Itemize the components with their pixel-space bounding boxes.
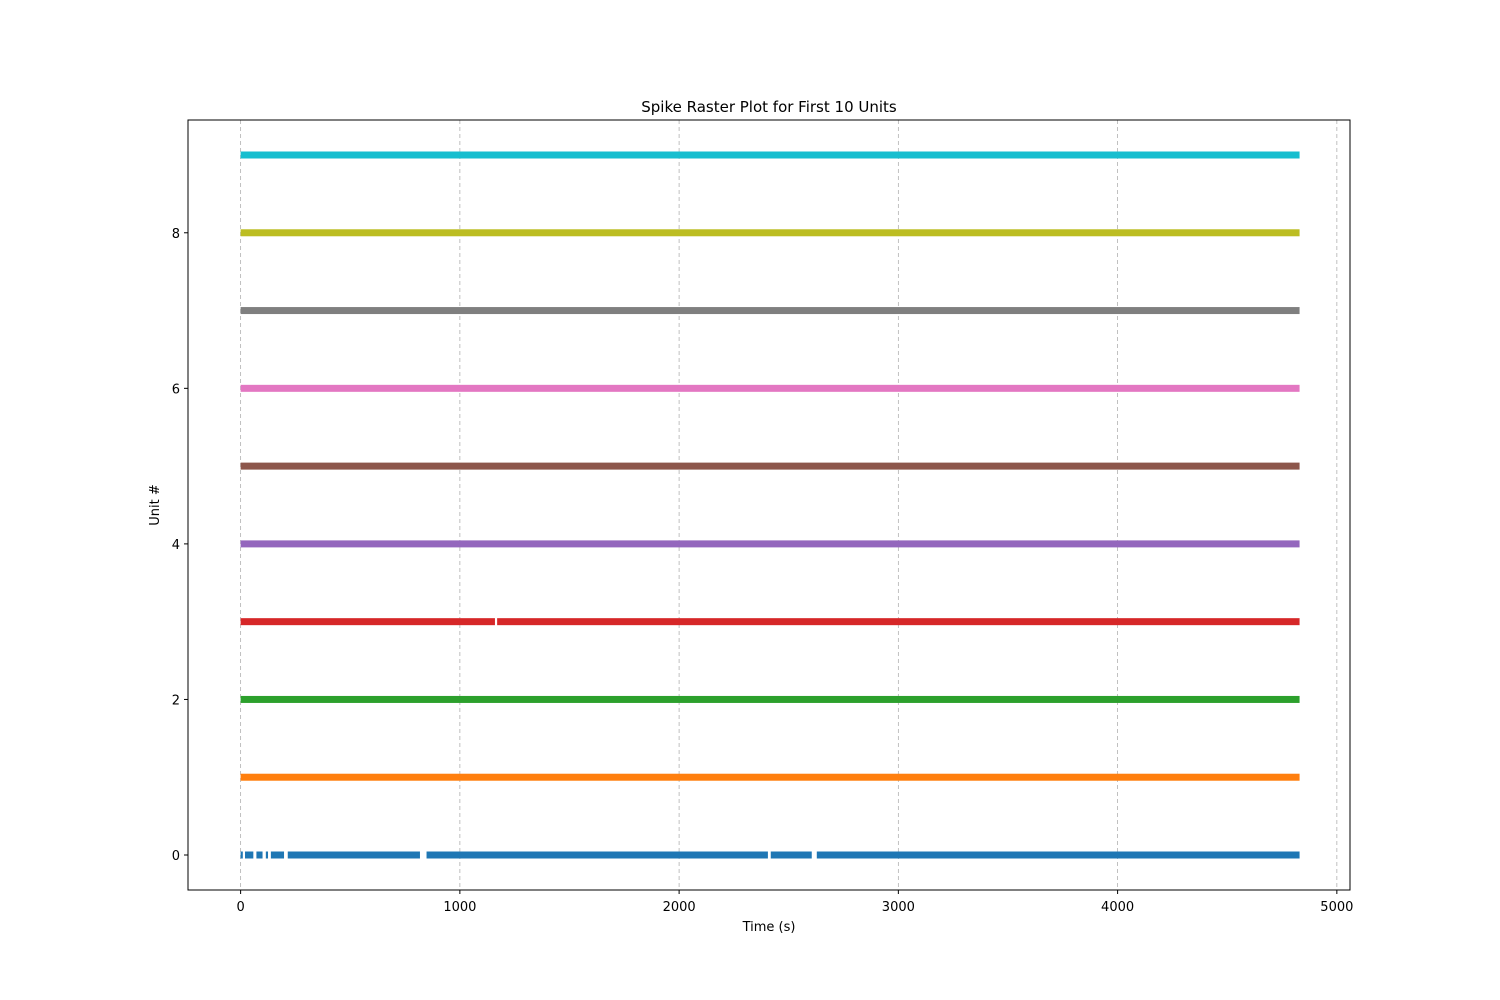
spike-segment (240, 773, 1300, 781)
spike-series (240, 151, 1300, 859)
y-tick-label: 2 (172, 693, 180, 708)
spike-segment (240, 307, 1300, 315)
spike-segment (816, 851, 1300, 859)
spike-segment (265, 851, 269, 859)
spike-segment (270, 851, 285, 859)
unit-5-spike-train (240, 462, 1300, 470)
spike-segment (240, 851, 243, 859)
y-tick-label: 4 (172, 538, 180, 553)
x-tick-label: 0 (236, 900, 244, 915)
y-tick-label: 0 (172, 849, 180, 864)
y-axis-label: Unit # (148, 484, 163, 526)
x-tick-label: 4000 (1101, 900, 1134, 915)
y-axis-ticks: 0 2 4 6 8 (172, 227, 188, 864)
spike-segment (240, 695, 1300, 703)
unit-0-spike-train (240, 851, 1300, 859)
spike-segment (287, 851, 420, 859)
unit-2-spike-train (240, 695, 1300, 703)
unit-9-spike-train (240, 151, 1300, 159)
x-tick-label: 5000 (1320, 900, 1353, 915)
x-axis-label: Time (s) (742, 920, 796, 935)
unit-8-spike-train (240, 229, 1300, 237)
unit-4-spike-train (240, 540, 1300, 548)
spike-segment (240, 618, 495, 626)
x-tick-label: 1000 (443, 900, 476, 915)
unit-1-spike-train (240, 773, 1300, 781)
x-axis-ticks: 0 1000 2000 3000 4000 5000 (236, 890, 1353, 915)
spike-segment (426, 851, 768, 859)
x-tick-label: 2000 (663, 900, 696, 915)
unit-6-spike-train (240, 384, 1300, 392)
spike-segment (240, 384, 1300, 392)
unit-3-spike-train (240, 618, 1300, 626)
plot-frame (187, 119, 1351, 891)
spike-segment (240, 540, 1300, 548)
spike-segment (770, 851, 812, 859)
spike-segment (256, 851, 263, 859)
chart-title: Spike Raster Plot for First 10 Units (641, 98, 897, 116)
spike-segment (240, 229, 1300, 237)
spike-segment (245, 851, 254, 859)
y-tick-label: 6 (172, 382, 180, 397)
y-tick-label: 8 (172, 227, 180, 242)
grid-lines (240, 120, 1338, 890)
spike-segment (240, 462, 1300, 470)
x-tick-label: 3000 (882, 900, 915, 915)
spike-segment (240, 151, 1300, 159)
unit-7-spike-train (240, 307, 1300, 315)
spike-segment (497, 618, 1300, 626)
